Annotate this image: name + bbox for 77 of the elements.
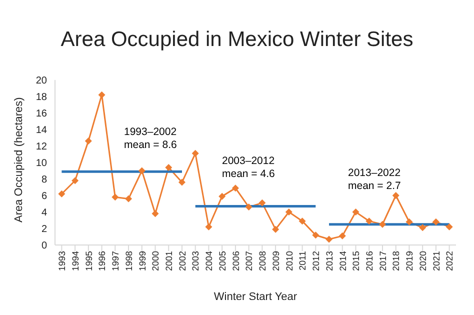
x-tick-label: 2000 xyxy=(150,251,161,272)
y-axis-title: Area Occupied (hectares) xyxy=(12,97,25,222)
x-tick-label: 1997 xyxy=(110,251,121,272)
y-tick-label: 10 xyxy=(36,158,48,170)
point xyxy=(98,91,106,98)
x-tick-label: 1999 xyxy=(137,251,148,272)
x-tick-label: 1996 xyxy=(97,251,108,272)
x-tick-label: 2010 xyxy=(284,251,294,272)
point xyxy=(72,177,79,184)
point xyxy=(125,195,132,202)
annotation: 2003–2012 mean = 4.6 xyxy=(222,155,275,181)
y-tick-label: 8 xyxy=(41,174,48,186)
x-tick-label: 2009 xyxy=(270,251,281,272)
x-tick-label: 2001 xyxy=(164,251,174,272)
y-tick-label: 0 xyxy=(41,240,48,252)
x-tick-label: 2019 xyxy=(404,251,415,272)
point xyxy=(138,167,146,174)
x-tick-label: 1994 xyxy=(70,251,80,272)
point xyxy=(298,218,306,225)
annotation: 2013–2022 mean = 2.7 xyxy=(348,167,401,193)
point xyxy=(258,199,266,206)
point xyxy=(446,223,453,230)
x-tick-label: 2018 xyxy=(391,251,402,272)
x-tick-label: 1993 xyxy=(57,251,68,272)
y-tick-label: 14 xyxy=(36,125,48,136)
point xyxy=(152,210,159,218)
x-tick-label: 2007 xyxy=(244,251,254,272)
point xyxy=(285,208,292,216)
x-tick-label: 2014 xyxy=(338,251,348,272)
point xyxy=(218,192,226,200)
point xyxy=(406,218,413,226)
point xyxy=(432,218,440,226)
x-tick-label: 2012 xyxy=(311,251,322,272)
chart-title: Area Occupied in Mexico Winter Sites xyxy=(60,28,414,52)
x-tick-label: 2020 xyxy=(418,251,428,272)
point xyxy=(338,232,346,240)
point xyxy=(419,224,426,232)
y-tick-label: 18 xyxy=(36,92,48,104)
point xyxy=(312,232,320,239)
point xyxy=(272,226,280,233)
point xyxy=(245,204,252,211)
x-tick-label: 2015 xyxy=(351,251,362,272)
point xyxy=(326,236,333,243)
x-tick-label: 2013 xyxy=(324,251,334,272)
point xyxy=(392,192,400,199)
x-tick-label: 2006 xyxy=(230,251,241,272)
y-tick-label: 4 xyxy=(41,208,48,219)
point xyxy=(112,194,119,201)
point xyxy=(378,220,386,228)
point xyxy=(205,223,212,230)
y-tick-label: 16 xyxy=(36,108,48,120)
point xyxy=(165,164,172,171)
point xyxy=(58,190,66,198)
point xyxy=(178,178,186,186)
point xyxy=(366,218,373,225)
x-tick-label: 2016 xyxy=(364,251,375,272)
y-tick-label: 2 xyxy=(41,224,48,236)
x-tick-label: 1998 xyxy=(124,251,134,272)
point xyxy=(232,184,239,192)
y-tick-label: 12 xyxy=(36,142,48,153)
point xyxy=(192,150,199,157)
x-tick-label: 2003 xyxy=(190,251,201,272)
y-tick-label: 6 xyxy=(41,191,48,202)
x-tick-label: 2005 xyxy=(217,251,228,272)
x-axis-title: Winter Start Year xyxy=(214,291,298,303)
y-tick-label: 20 xyxy=(36,76,48,87)
annotation: 1993–2002 mean = 8.6 xyxy=(124,126,177,152)
x-tick-label: 2021 xyxy=(431,251,442,272)
x-tick-label: 2002 xyxy=(177,251,188,272)
x-tick-label: 2022 xyxy=(444,251,455,272)
x-tick-label: 1995 xyxy=(84,251,94,272)
point xyxy=(84,138,92,145)
x-tick-label: 2004 xyxy=(204,251,214,272)
point xyxy=(352,208,360,216)
x-tick-label: 2017 xyxy=(378,251,388,272)
x-tick-label: 2011 xyxy=(298,251,308,270)
x-tick-label: 2008 xyxy=(258,251,268,272)
